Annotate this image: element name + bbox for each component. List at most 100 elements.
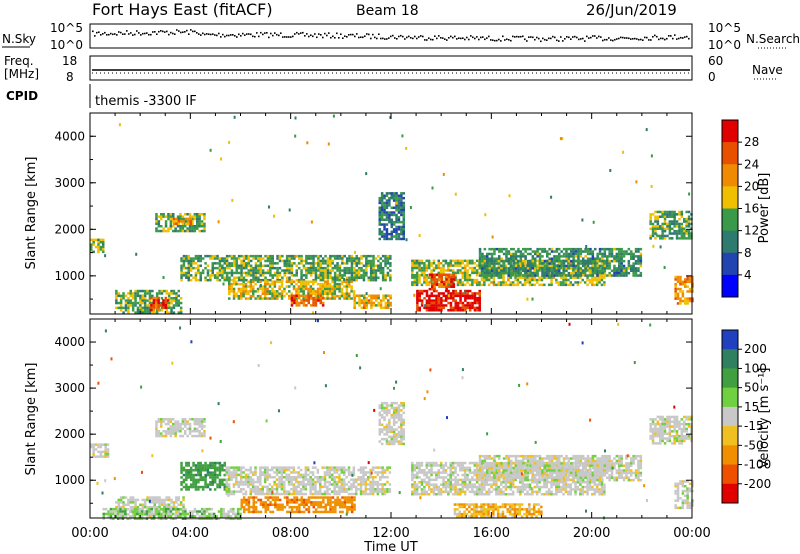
range-gate-cell: [328, 492, 332, 496]
range-gate-cell: [280, 466, 284, 469]
range-gate-cell: [468, 278, 472, 282]
range-gate-cell: [252, 276, 255, 279]
noise-sample: [438, 35, 440, 37]
range-gate-cell: [372, 269, 375, 272]
range-gate-cell: [209, 464, 212, 467]
range-gate-cell: [514, 269, 518, 272]
range-gate-cell: [193, 217, 197, 221]
range-gate-cell: [312, 271, 315, 275]
range-gate-cell: [252, 294, 255, 298]
range-gate-cell: [293, 254, 296, 258]
range-gate-cell: [468, 266, 472, 270]
range-gate-cell: [400, 204, 403, 207]
range-gate-cell: [314, 280, 317, 283]
range-gate-cell: [201, 478, 205, 482]
noise-sample: [254, 35, 256, 38]
noise-sample: [374, 36, 376, 39]
range-gate-cell: [268, 483, 272, 486]
range-gate-cell: [416, 289, 419, 293]
range-gate-cell: [182, 274, 186, 277]
range-gate-cell: [570, 259, 573, 263]
range-gate-cell: [134, 505, 137, 509]
range-gate-cell: [136, 294, 140, 298]
range-gate-cell: [221, 266, 224, 270]
isolated-echo-cell: [531, 297, 534, 301]
range-gate-cell: [200, 422, 204, 426]
range-gate-cell: [297, 304, 301, 307]
range-gate-cell: [266, 471, 269, 474]
range-gate-cell: [584, 267, 587, 270]
isolated-echo-cell: [604, 272, 607, 276]
range-gate-cell: [266, 271, 270, 275]
range-gate-cell: [127, 311, 130, 314]
range-gate-cell: [456, 292, 460, 295]
range-gate-cell: [345, 468, 348, 472]
range-gate-cell: [305, 299, 308, 302]
range-gate-cell: [240, 501, 243, 504]
range-gate-cell: [632, 252, 635, 256]
range-gate-cell: [200, 432, 204, 435]
range-gate-cell: [254, 488, 257, 491]
range-gate-cell: [395, 235, 398, 238]
range-gate-cell: [500, 250, 503, 253]
range-gate-cell: [392, 192, 396, 195]
noise-sample: [208, 33, 210, 35]
range-gate-cell: [543, 264, 547, 268]
range-gate-cell: [292, 483, 296, 486]
range-gate-cell: [199, 461, 202, 465]
range-gate-cell: [319, 488, 322, 491]
range-gate-cell: [240, 297, 243, 300]
range-gate-cell: [206, 269, 210, 272]
range-gate-cell: [517, 267, 520, 270]
range-gate-cell: [385, 232, 389, 236]
range-gate-cell: [507, 250, 511, 253]
noise-sample: [520, 35, 522, 38]
range-gate-cell: [242, 498, 246, 502]
range-gate-cell: [192, 476, 195, 479]
range-gate-cell: [333, 480, 336, 484]
range-gate-cell: [180, 469, 183, 472]
noise-sample: [104, 31, 106, 34]
range-gate-cell: [572, 259, 575, 263]
range-gate-cell: [174, 420, 177, 423]
range-gate-cell: [288, 269, 291, 272]
range-gate-cell: [680, 232, 684, 235]
range-gate-cell: [533, 266, 536, 270]
colorbar-tick-label: 8: [744, 246, 752, 260]
range-gate-cell: [686, 275, 689, 279]
range-gate-cell: [269, 257, 272, 260]
range-gate-cell: [598, 252, 602, 256]
range-gate-cell: [380, 235, 384, 238]
range-gate-cell: [324, 269, 327, 272]
range-gate-cell: [169, 225, 173, 228]
range-gate-cell: [193, 229, 197, 233]
range-gate-cell: [416, 304, 419, 307]
range-gate-cell: [185, 464, 188, 467]
range-gate-cell: [488, 259, 491, 263]
range-gate-cell: [541, 269, 544, 272]
range-gate-cell: [358, 299, 361, 302]
range-gate-cell: [440, 278, 444, 281]
range-gate-cell: [228, 292, 231, 295]
range-gate-cell: [338, 297, 341, 300]
range-gate-cell: [374, 480, 377, 484]
range-gate-cell: [363, 304, 366, 307]
range-gate-cell: [338, 257, 342, 260]
range-gate-cell: [237, 468, 240, 472]
range-gate-cell: [584, 262, 587, 265]
colorbar-swatch: [722, 142, 738, 165]
noise-sample: [132, 34, 134, 36]
noise-sample: [242, 32, 244, 35]
noise-sample: [308, 35, 310, 38]
range-gate-cell: [415, 262, 419, 265]
range-gate-cell: [179, 422, 182, 426]
range-gate-cell: [312, 287, 315, 291]
range-gate-cell: [461, 301, 465, 305]
range-gate-cell: [181, 215, 185, 218]
noise-sample: [660, 37, 662, 40]
range-gate-cell: [517, 247, 520, 251]
noise-sample: [148, 33, 150, 36]
range-gate-cell: [278, 492, 281, 496]
range-gate-cell: [223, 478, 226, 482]
range-gate-cell: [606, 257, 609, 260]
